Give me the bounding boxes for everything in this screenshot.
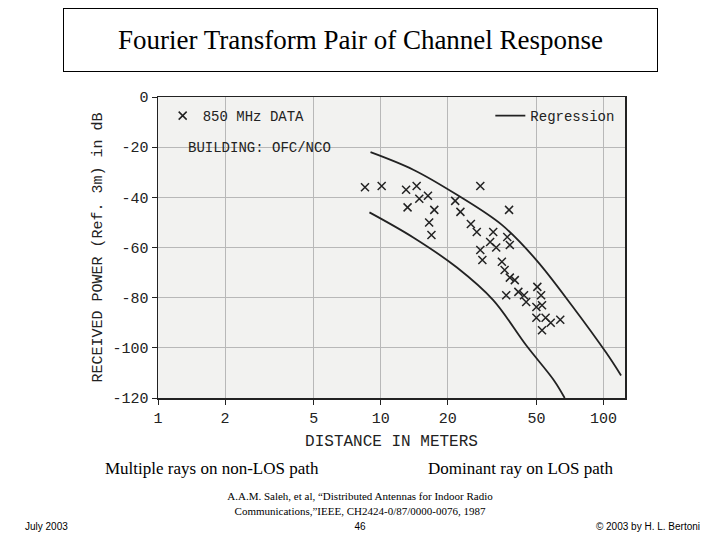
svg-text:0: 0	[139, 90, 148, 107]
html-text:A.A.M. Saleh, et al, “Distribu: A.A.M. Saleh, et al, “Distributed Antenn…	[227, 490, 493, 502]
svg-text:2: 2	[221, 411, 230, 428]
svg-text:50: 50	[527, 411, 545, 428]
svg-text:5: 5	[309, 411, 318, 428]
svg-text:-100: -100	[112, 341, 148, 358]
svg-text:-80: -80	[121, 291, 148, 308]
html-text:Dominant ray on LOS path: Dominant ray on LOS path	[428, 459, 614, 478]
svg-text:1: 1	[153, 411, 162, 428]
svg-text:-60: -60	[121, 241, 148, 258]
svg-text:20: 20	[439, 411, 457, 428]
svg-text:-40: -40	[121, 191, 148, 208]
svg-text:-20: -20	[121, 140, 148, 157]
html-text:46: 46	[354, 521, 366, 532]
html-text:Fourier Transform Pair of Chan: Fourier Transform Pair of Channel Respon…	[117, 24, 604, 55]
html-text:Communications,”IEEE, CH2424-0: Communications,”IEEE, CH2424-0/87/0000-0…	[234, 505, 486, 517]
svg-text:-120: -120	[112, 391, 148, 408]
svg-text:BUILDING: OFC/NCO: BUILDING: OFC/NCO	[188, 140, 331, 156]
svg-text:DISTANCE IN METERS: DISTANCE IN METERS	[305, 433, 478, 451]
svg-text:100: 100	[590, 411, 617, 428]
svg-text:Regression: Regression	[530, 109, 614, 125]
html-text:© 2003 by H. L. Bertoni: © 2003 by H. L. Bertoni	[595, 521, 700, 532]
svg-text:850 MHz DATA: 850 MHz DATA	[203, 109, 304, 125]
html-text:Multiple rays on non-LOS path: Multiple rays on non-LOS path	[105, 459, 319, 478]
html-text:July 2003: July 2003	[25, 521, 68, 532]
svg-text:RECEIVED POWER (Ref. 3m) in dB: RECEIVED POWER (Ref. 3m) in dB	[90, 112, 107, 382]
svg-text:10: 10	[372, 411, 390, 428]
